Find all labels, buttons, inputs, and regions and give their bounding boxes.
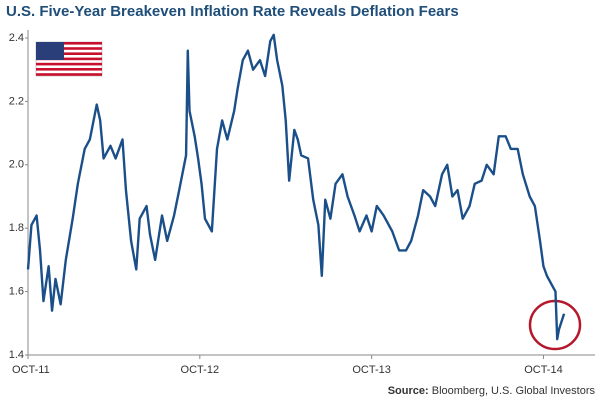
- source-label: Source:: [388, 385, 429, 397]
- chart-title: U.S. Five-Year Breakeven Inflation Rate …: [6, 3, 459, 20]
- y-tick-label: 1.6: [9, 286, 24, 298]
- y-tick-label: 1.8: [9, 222, 24, 234]
- us-flag: [35, 41, 103, 77]
- y-tick-label: 2.2: [9, 95, 24, 107]
- y-tick-label: 1.4: [9, 349, 24, 361]
- x-tick-label: OCT-13: [352, 364, 391, 376]
- y-tick-label: 2.4: [9, 32, 24, 44]
- source: Source: Bloomberg, U.S. Global Investors: [388, 385, 596, 397]
- source-text: Bloomberg, U.S. Global Investors: [432, 385, 596, 397]
- x-tick-label: OCT-11: [12, 364, 50, 376]
- data-line: [26, 33, 566, 341]
- x-tick-label: OCT-12: [181, 364, 220, 376]
- y-tick-label: 2.0: [9, 159, 24, 171]
- x-tick-label: OCT-14: [524, 364, 563, 376]
